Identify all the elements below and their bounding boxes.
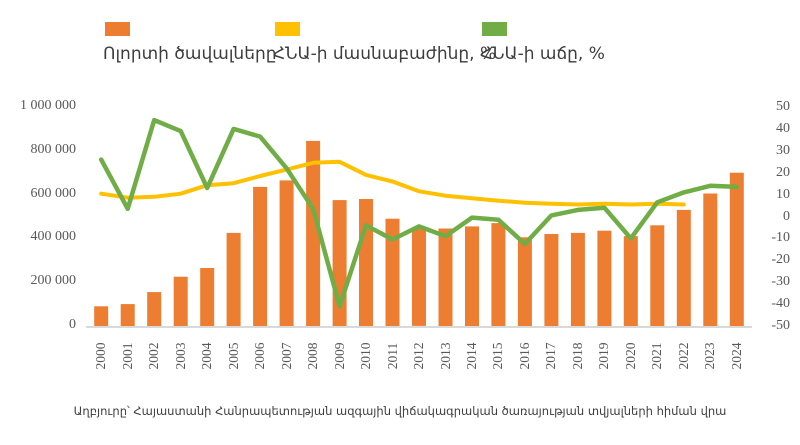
right-axis-tick: -50: [771, 318, 790, 333]
gdp-growth-line: [98, 117, 740, 309]
legend-swatch-gdp-growth: [482, 22, 507, 36]
year-label-2007: 2007: [278, 342, 294, 370]
year-label-2005: 2005: [225, 342, 241, 370]
right-axis-tick: -40: [771, 296, 790, 312]
bar-2021: [650, 225, 665, 326]
bar-2002: [147, 292, 162, 326]
legend-item-sector-volumes: Ոլորտի ծավալները: [103, 22, 277, 65]
year-label-2008: 2008: [305, 342, 321, 370]
year-label-2001: 2001: [119, 342, 135, 370]
year-label-2021: 2021: [649, 342, 665, 370]
year-label-2011: 2011: [384, 342, 400, 370]
right-axis-tick: -20: [771, 252, 790, 268]
bar-2019: [597, 230, 612, 326]
right-axis-tick: 20: [776, 164, 790, 180]
bar-2020: [623, 236, 638, 326]
year-label-2022: 2022: [675, 342, 691, 370]
bar-2017: [544, 234, 559, 326]
gdp-share-line: [99, 159, 686, 207]
year-label-2024: 2024: [728, 342, 744, 370]
year-label-2006: 2006: [252, 342, 268, 370]
bar-2011: [385, 218, 400, 326]
year-label-2016: 2016: [516, 342, 532, 370]
bar-2018: [570, 232, 585, 326]
legend-swatch-sector-volumes: [105, 22, 130, 36]
year-label-2017: 2017: [543, 342, 559, 370]
year-label-2013: 2013: [437, 342, 453, 370]
bar-2022: [676, 209, 691, 326]
left-axis-tick: 400 000: [30, 229, 77, 245]
legend-label: ՀՆԱ-ի աճը, %: [480, 44, 605, 64]
bar-2012: [412, 227, 426, 326]
bar-2000: [94, 306, 109, 326]
bar-2016: [517, 237, 532, 326]
year-label-2012: 2012: [411, 342, 426, 370]
year-label-2004: 2004: [199, 342, 215, 370]
left-axis-tick: 800 000: [30, 141, 77, 157]
year-label-2019: 2019: [596, 342, 612, 370]
right-axis-tick: 50: [776, 99, 790, 114]
year-label-2009: 2009: [331, 342, 347, 370]
bar-2005: [226, 232, 241, 326]
bar-2015: [491, 223, 506, 326]
right-axis-tick: -30: [771, 274, 790, 290]
bar-2008: [306, 140, 321, 326]
year-label-2018: 2018: [569, 342, 585, 370]
year-label-2014: 2014: [464, 342, 479, 370]
year-label-2002: 2002: [146, 342, 162, 370]
source-caption: Աղբյուրը՝ Հայաստանի Հանրապետության ազգայ…: [73, 404, 727, 418]
bar-2007: [279, 180, 294, 326]
year-label-2020: 2020: [622, 342, 638, 370]
right-axis-tick: 40: [776, 120, 790, 136]
left-axis-tick: 200 000: [30, 273, 77, 289]
left-axis-tick: 600 000: [30, 185, 77, 201]
left-axis-tick: 0: [69, 317, 76, 332]
bar-2001: [120, 304, 135, 326]
bar-2013: [438, 228, 453, 326]
right-axis-tick: 10: [776, 186, 790, 202]
bar-2003: [173, 276, 188, 326]
right-axis-tick: 0: [783, 208, 790, 224]
right-axis-tick: -10: [771, 230, 790, 246]
year-label-2023: 2023: [702, 342, 718, 370]
bar-2010: [359, 199, 373, 326]
legend-swatch-gdp-share: [275, 22, 300, 36]
left-axis-tick: 1 000 000: [20, 98, 76, 113]
legend-label: Ոլորտի ծավալները: [103, 44, 277, 64]
year-label-2010: 2010: [358, 342, 373, 370]
bar-2014: [465, 226, 479, 326]
bar-2004: [200, 268, 215, 326]
bar-2024: [729, 172, 744, 326]
bar-2023: [703, 193, 718, 326]
year-label-2000: 2000: [93, 342, 109, 370]
legend-label: ՀՆԱ-ի մասնաբաժինը, %: [273, 44, 497, 64]
legend-item-gdp-growth: ՀՆԱ-ի աճը, %: [480, 22, 605, 65]
year-label-2015: 2015: [490, 342, 506, 370]
right-axis-tick: 30: [776, 142, 790, 158]
legend-item-gdp-share: ՀՆԱ-ի մասնաբաժինը, %: [273, 22, 496, 65]
bar-2006: [253, 186, 268, 326]
year-label-2003: 2003: [172, 342, 188, 370]
